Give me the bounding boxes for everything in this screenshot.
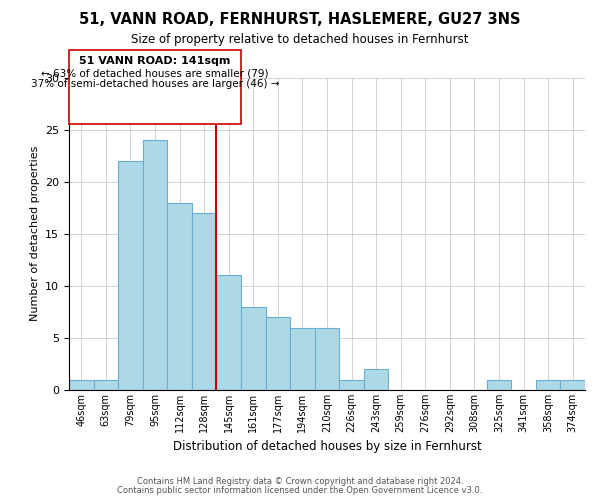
- Bar: [266, 317, 290, 390]
- Bar: [339, 380, 364, 390]
- Bar: [217, 276, 241, 390]
- Y-axis label: Number of detached properties: Number of detached properties: [29, 146, 40, 322]
- Text: Contains HM Land Registry data © Crown copyright and database right 2024.: Contains HM Land Registry data © Crown c…: [137, 477, 463, 486]
- Bar: [536, 380, 560, 390]
- Bar: [487, 380, 511, 390]
- Bar: [364, 369, 388, 390]
- X-axis label: Distribution of detached houses by size in Fernhurst: Distribution of detached houses by size …: [173, 440, 481, 454]
- Text: 51, VANN ROAD, FERNHURST, HASLEMERE, GU27 3NS: 51, VANN ROAD, FERNHURST, HASLEMERE, GU2…: [79, 12, 521, 28]
- Bar: [69, 380, 94, 390]
- Text: 51 VANN ROAD: 141sqm: 51 VANN ROAD: 141sqm: [79, 56, 230, 66]
- Bar: [290, 328, 315, 390]
- Bar: [315, 328, 339, 390]
- Bar: [192, 213, 217, 390]
- Bar: [241, 306, 266, 390]
- Bar: [118, 161, 143, 390]
- Text: 37% of semi-detached houses are larger (46) →: 37% of semi-detached houses are larger (…: [31, 79, 279, 89]
- Bar: [143, 140, 167, 390]
- Text: Contains public sector information licensed under the Open Government Licence v3: Contains public sector information licen…: [118, 486, 482, 495]
- Bar: [560, 380, 585, 390]
- Text: ← 63% of detached houses are smaller (79): ← 63% of detached houses are smaller (79…: [41, 69, 269, 79]
- Text: Size of property relative to detached houses in Fernhurst: Size of property relative to detached ho…: [131, 32, 469, 46]
- Bar: [94, 380, 118, 390]
- Bar: [167, 202, 192, 390]
